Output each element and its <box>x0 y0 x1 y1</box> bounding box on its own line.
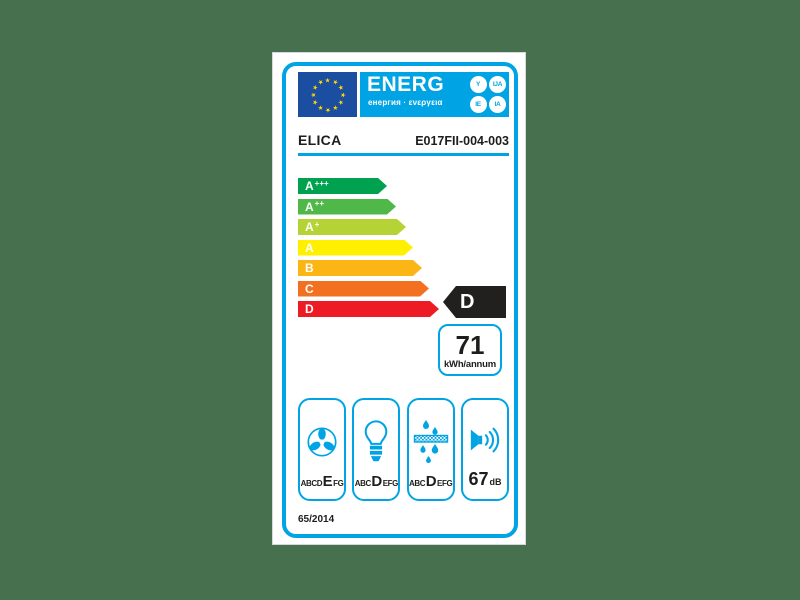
energy-class-arrow-b: B <box>298 260 422 276</box>
model-number: E017FII-004-003 <box>415 134 509 148</box>
metric-boxes: ABCD E FG ABC D EFG <box>298 398 509 501</box>
speaker-icon <box>468 410 502 469</box>
annual-consumption-box: 71 kWh/annum <box>438 324 502 376</box>
regulation-number: 65/2014 <box>298 514 335 525</box>
energy-label-page: ENERG енергия · ενεργεια Y IJA IE IA ELI… <box>272 52 526 545</box>
lighting-efficiency-grade: ABC D EFG <box>354 473 399 490</box>
energy-class-arrow-a: A <box>298 240 413 256</box>
energy-class-scale: A +++ A ++ A + A B C D <box>298 178 439 317</box>
energy-class-arrow-a3: A +++ <box>298 178 387 194</box>
suffix-circle-y: Y <box>469 76 487 93</box>
brand-divider <box>298 153 509 156</box>
grease-filtering-box: ABC D EFG <box>406 398 455 501</box>
grease-filtering-grade: ABC D EFG <box>409 473 453 490</box>
energ-banner: ENERG енергия · ενεργεια Y IJA IE IA <box>360 72 509 117</box>
suffix-circle-ie: IE <box>469 95 487 113</box>
energy-class-arrow-c: C <box>298 281 429 297</box>
consumption-value: 71 <box>455 329 485 360</box>
grease-filter-icon <box>413 410 449 473</box>
noise-value-label: 67 dB <box>468 469 502 489</box>
brand-row: ELICA E017FII-004-003 <box>298 132 509 148</box>
energy-class-arrow-d: D <box>298 301 439 317</box>
lighting-efficiency-box: ABC D EFG <box>352 398 401 501</box>
energ-subtitle: енергия · ενεργεια <box>368 98 443 107</box>
fluid-efficiency-box: ABCD E FG <box>298 398 346 501</box>
eu-flag-icon <box>298 72 357 117</box>
fluid-efficiency-grade: ABCD E FG <box>300 473 344 490</box>
rating-pointer: D <box>443 286 506 318</box>
energy-class-arrow-a2: A ++ <box>298 199 396 215</box>
fan-icon <box>305 410 339 473</box>
suffix-circle-ija: IJA <box>489 76 506 93</box>
brand-name: ELICA <box>298 132 342 148</box>
rating-letter: D <box>460 291 475 313</box>
energy-class-arrow-a1: A + <box>298 219 406 235</box>
label-header: ENERG енергия · ενεργεια Y IJA IE IA <box>298 72 509 117</box>
noise-box: 67 dB <box>460 398 509 501</box>
eu-energy-label: ENERG енергия · ενεργεια Y IJA IE IA ELI… <box>282 62 518 538</box>
language-suffix-circles: Y IJA IE IA <box>469 76 506 113</box>
suffix-circle-ia: IA <box>489 95 506 113</box>
light-bulb-icon <box>361 410 391 473</box>
energ-word: ENERG <box>367 73 445 96</box>
consumption-unit: kWh/annum <box>443 358 497 370</box>
